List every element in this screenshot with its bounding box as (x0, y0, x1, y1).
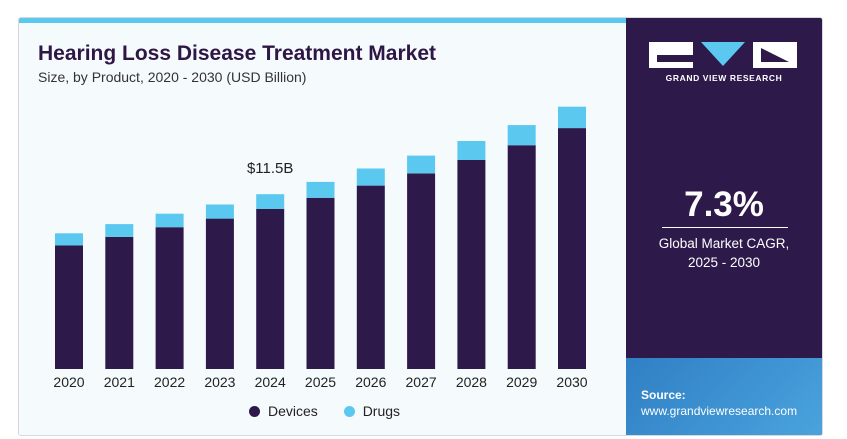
bar-devices-2023 (205, 218, 234, 369)
bar-drugs-2023 (205, 204, 234, 219)
x-tick-label: 2026 (355, 374, 386, 390)
brand-name: GRAND VIEW RESEARCH (665, 73, 783, 83)
bar-drugs-2020 (55, 233, 83, 246)
bar-drugs-2026 (356, 168, 385, 186)
bar-drugs-2030 (558, 106, 586, 129)
x-tick-label: 2024 (255, 374, 286, 390)
x-tick-label: 2028 (456, 374, 487, 390)
source-box: Source: www.grandviewresearch.com (626, 358, 822, 435)
accent-bar (19, 18, 626, 23)
bar-drugs-2024 (256, 194, 285, 209)
legend-item-drugs: Drugs (343, 403, 401, 419)
data-label-2024: $11.5B (247, 160, 293, 177)
legend-swatch-drugs (343, 405, 355, 417)
chart-legend: Devices Drugs (249, 403, 422, 420)
x-tick-label: 2020 (53, 374, 84, 390)
bar-devices-2024 (256, 208, 285, 369)
bar-drugs-2028 (457, 141, 486, 160)
cagr-value: 7.3% (684, 185, 764, 224)
source-label: Source: (641, 388, 686, 402)
bar-devices-2029 (507, 145, 536, 369)
bar-drugs-2021 (105, 224, 134, 237)
x-tick-label: 2030 (556, 374, 587, 390)
x-tick-label: 2022 (154, 374, 185, 390)
grand-view-research-logo (649, 42, 797, 68)
infographic-card: Hearing Loss Disease Treatment Market Si… (18, 17, 823, 436)
bar-devices-2026 (356, 185, 385, 369)
cagr-label: Global Market CAGR, 2025 - 2030 (626, 234, 822, 272)
bar-chart: 2020 2021 2022 2023 2024 $11.5B 2025 2026 2027 20… (53, 106, 588, 390)
x-tick-label: 2027 (406, 374, 437, 390)
cagr-label-line1: Global Market CAGR, (658, 236, 790, 251)
sidebar-panel: GRAND VIEW RESEARCH 7.3% Global Market C… (626, 18, 822, 435)
chart-title: Hearing Loss Disease Treatment Market (38, 42, 436, 65)
x-tick-label: 2025 (305, 374, 336, 390)
bar-devices-2028 (457, 159, 486, 369)
bar-devices-2020 (55, 245, 83, 369)
legend-swatch-devices (249, 405, 260, 417)
bar-drugs-2025 (306, 181, 335, 198)
x-tick-label: 2029 (506, 374, 537, 390)
chart-subtitle: Size, by Product, 2020 - 2030 (USD Billi… (38, 69, 307, 85)
x-tick-label: 2023 (204, 374, 235, 390)
bar-drugs-2029 (507, 125, 536, 146)
bar-devices-2021 (105, 236, 134, 369)
bar-drugs-2027 (407, 155, 436, 174)
cagr-divider (662, 227, 788, 228)
legend-label-drugs: Drugs (362, 403, 401, 419)
bar-devices-2030 (558, 128, 586, 369)
legend-label-devices: Devices (268, 403, 318, 419)
bar-devices-2025 (306, 197, 335, 369)
bar-drugs-2022 (155, 213, 184, 228)
source-link[interactable]: www.grandviewresearch.com (641, 404, 798, 418)
cagr-label-line2: 2025 - 2030 (687, 255, 761, 270)
bar-devices-2027 (407, 173, 436, 369)
bar-devices-2022 (155, 227, 184, 369)
chart-panel: Hearing Loss Disease Treatment Market Si… (19, 18, 626, 435)
x-tick-label: 2021 (104, 374, 135, 390)
legend-item-devices: Devices (249, 403, 318, 419)
